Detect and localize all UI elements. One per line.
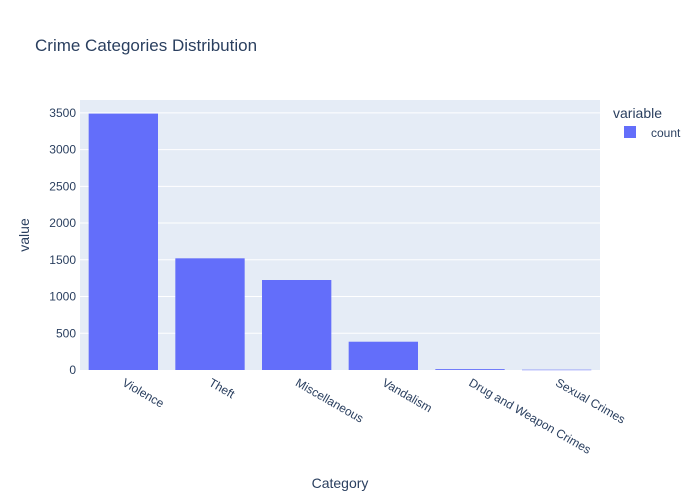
y-tick-label: 500 [56, 326, 76, 340]
y-tick-label: 2000 [49, 216, 76, 230]
y-tick-label: 1500 [49, 253, 76, 267]
x-tick-label: Miscellaneous [293, 375, 366, 425]
legend-swatch [624, 126, 636, 138]
y-axis-ticks: 0 500 1000 1500 2000 2500 3000 3500 [49, 106, 76, 377]
bar-theft[interactable] [175, 258, 245, 370]
legend-label: count [651, 126, 681, 140]
bar-vandalism[interactable] [348, 341, 418, 370]
plot-area [80, 100, 600, 370]
bar-miscellaneous[interactable] [262, 280, 332, 370]
x-tick-label: Vandalism [380, 375, 435, 415]
x-tick-label: Violence [120, 375, 167, 410]
legend-title: variable [613, 105, 662, 121]
y-tick-label: 3500 [49, 106, 76, 120]
bars [88, 113, 592, 371]
x-tick-label: Theft [207, 375, 238, 401]
legend: variable count [613, 105, 681, 140]
y-tick-label: 1000 [49, 290, 76, 304]
x-axis-ticks: Violence Theft Miscellaneous Vandalism Drug … [120, 375, 628, 456]
x-axis-label: Category [312, 475, 369, 491]
bar-drug-and-weapon-crimes[interactable] [435, 369, 505, 370]
y-tick-label: 0 [69, 363, 76, 377]
y-tick-label: 2500 [49, 179, 76, 193]
x-tick-label: Sexual Crimes [553, 375, 628, 426]
legend-item-count[interactable]: count [624, 126, 681, 140]
gridlines [80, 112, 600, 334]
bar-violence[interactable] [88, 113, 158, 371]
y-tick-label: 3000 [49, 143, 76, 157]
bar-sexual-crimes[interactable] [522, 369, 592, 371]
chart-title: Crime Categories Distribution [35, 36, 257, 55]
y-axis-label: value [16, 218, 32, 252]
